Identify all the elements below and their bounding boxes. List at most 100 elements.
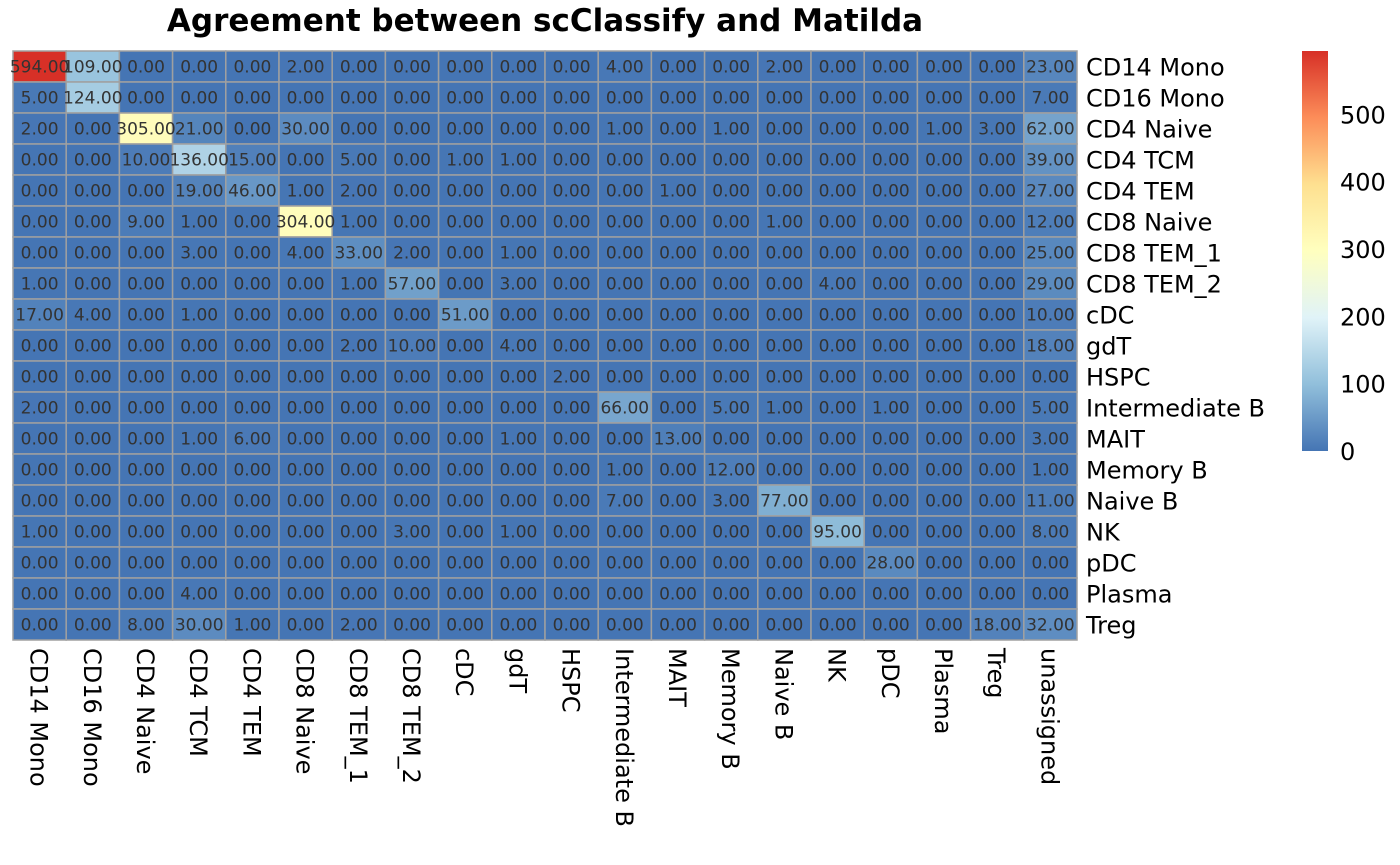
heatmap-cell-cd4-tcm-naive-b [757, 143, 812, 176]
cell-value-label: 0.00 [765, 306, 803, 326]
row-label-memory-b: Memory B [1086, 457, 1208, 485]
heatmap-cell-naive-b-nk [810, 484, 865, 517]
cell-value-label: 0.00 [446, 368, 484, 388]
cell-value-label: 0.00 [287, 89, 325, 109]
heatmap-cell-intermediate-b-cd16-mono [65, 391, 121, 424]
heatmap-cell-cd4-naive-cd4-tem [225, 112, 280, 145]
heatmap-cell-cd4-tem-treg [969, 174, 1025, 207]
cell-value-label: 0.00 [553, 89, 591, 109]
cell-value-label: 0.00 [606, 337, 644, 357]
cell-value-label: 0.00 [659, 368, 697, 388]
cell-value-label: 0.00 [872, 523, 910, 543]
cell-value-label: 0.00 [712, 58, 750, 78]
cell-value-label: 1.00 [499, 523, 537, 543]
cell-value-label: 0.00 [765, 337, 803, 357]
cell-value-label: 0.00 [765, 151, 803, 171]
cell-value-label: 0.00 [74, 523, 112, 543]
cell-value-label: 0.00 [606, 182, 644, 202]
cell-value-label: 2.00 [765, 58, 803, 78]
cell-value-label: 0.00 [659, 306, 697, 326]
cell-value-label: 0.00 [446, 213, 484, 233]
cell-value-label: 0.00 [712, 89, 750, 109]
cell-value-label: 30.00 [175, 616, 224, 636]
cell-value-label: 0.00 [606, 89, 644, 109]
cell-value-label: 0.00 [765, 430, 803, 450]
cell-value-label: 0.00 [287, 337, 325, 357]
heatmap-cell-treg-memory-b [703, 608, 759, 641]
cell-value-label: 7.00 [1031, 89, 1069, 109]
heatmap-cell-memory-b-cd4-tem [225, 453, 280, 486]
heatmap-cell-hspc-cd8-tem-2 [384, 360, 440, 393]
cell-value-label: 0.00 [659, 399, 697, 419]
cell-value-label: 0.00 [659, 213, 697, 233]
legend-tick-label: 0 [1340, 438, 1355, 466]
column-label-cd4-naive: CD4 Naive [131, 648, 159, 774]
cell-value-label: 0.00 [659, 492, 697, 512]
column-label-plasma: Plasma [929, 648, 957, 734]
heatmap-cell-cd8-tem-2-cd8-tem-2 [384, 267, 440, 300]
cell-value-label: 0.00 [446, 585, 484, 605]
heatmap-cell-intermediate-b-treg [969, 391, 1025, 424]
heatmap-cell-cd4-naive-treg [969, 112, 1025, 145]
cell-value-label: 4.00 [606, 58, 644, 78]
heatmap-cell-treg-cd8-naive [278, 608, 333, 641]
cell-value-label: 0.00 [978, 461, 1016, 481]
legend-tick-label: 100 [1340, 371, 1386, 399]
heatmap-cell-treg-naive-b [757, 608, 812, 641]
cell-value-label: 0.00 [21, 461, 59, 481]
cell-value-label: 0.00 [499, 120, 537, 140]
cell-value-label: 0.00 [978, 430, 1016, 450]
cell-value-label: 27.00 [1026, 182, 1075, 202]
cell-value-label: 0.00 [872, 306, 910, 326]
cell-value-label: 0.00 [340, 554, 378, 574]
cell-value-label: 0.00 [446, 275, 484, 295]
cell-value-label: 0.00 [180, 368, 218, 388]
cell-value-label: 109.00 [63, 58, 122, 78]
cell-value-label: 0.00 [127, 399, 165, 419]
cell-value-label: 0.00 [499, 89, 537, 109]
cell-value-label: 0.00 [819, 58, 857, 78]
cell-value-label: 0.00 [819, 213, 857, 233]
heatmap-cell-intermediate-b-intermediate-b [597, 391, 653, 424]
row-label-cd8-naive: CD8 Naive [1086, 209, 1212, 237]
heatmap-cell-nk-nk [810, 515, 865, 548]
cell-value-label: 0.00 [233, 368, 271, 388]
cell-value-label: 0.00 [287, 492, 325, 512]
legend-tick-label: 200 [1340, 303, 1386, 331]
column-label-cd8-naive: CD8 Naive [291, 648, 319, 774]
cell-value-label: 0.00 [499, 461, 537, 481]
cell-value-label: 0.00 [180, 461, 218, 481]
heatmap-cell-cd8-tem-2-cd8-tem-1 [331, 267, 387, 300]
heatmap-cell-cd8-tem-1-cd16-mono [65, 236, 121, 269]
heatmap-cell-cd14-mono-cd8-naive [278, 50, 333, 83]
cell-value-label: 3.00 [180, 244, 218, 264]
cell-value-label: 9.00 [127, 213, 165, 233]
heatmap-cell-cd14-mono-treg [969, 50, 1025, 83]
column-label-cd4-tcm: CD4 TCM [184, 648, 212, 757]
heatmap-cell-cd4-tcm-intermediate-b [597, 143, 653, 176]
column-label-treg: Treg [982, 647, 1010, 698]
row-label-mait: MAIT [1086, 426, 1145, 454]
cell-value-label: 0.00 [606, 213, 644, 233]
heatmap-cell-plasma-pdc [863, 577, 919, 610]
heatmap-cell-cdc-unassigned [1023, 298, 1078, 331]
cell-value-label: 1.00 [499, 244, 537, 264]
cell-value-label: 0.00 [393, 430, 431, 450]
cell-value-label: 0.00 [978, 58, 1016, 78]
cell-value-label: 0.00 [819, 337, 857, 357]
cell-value-label: 0.00 [925, 554, 963, 574]
cell-value-label: 18.00 [973, 616, 1022, 636]
cell-value-label: 10.00 [1026, 306, 1075, 326]
cell-value-label: 0.00 [925, 430, 963, 450]
cell-value-label: 0.00 [925, 244, 963, 264]
cell-value-label: 0.00 [21, 430, 59, 450]
heatmap-cell-naive-b-cd4-tcm [171, 484, 227, 517]
heatmap-cell-intermediate-b-gdt [491, 391, 546, 424]
heatmap-cell-cd8-tem-2-naive-b [757, 267, 812, 300]
cell-value-label: 0.00 [446, 430, 484, 450]
cell-value-label: 0.00 [21, 151, 59, 171]
heatmap-cell-cd4-naive-hspc [544, 112, 599, 145]
column-label-mait: MAIT [663, 648, 691, 707]
cell-value-label: 0.00 [499, 182, 537, 202]
